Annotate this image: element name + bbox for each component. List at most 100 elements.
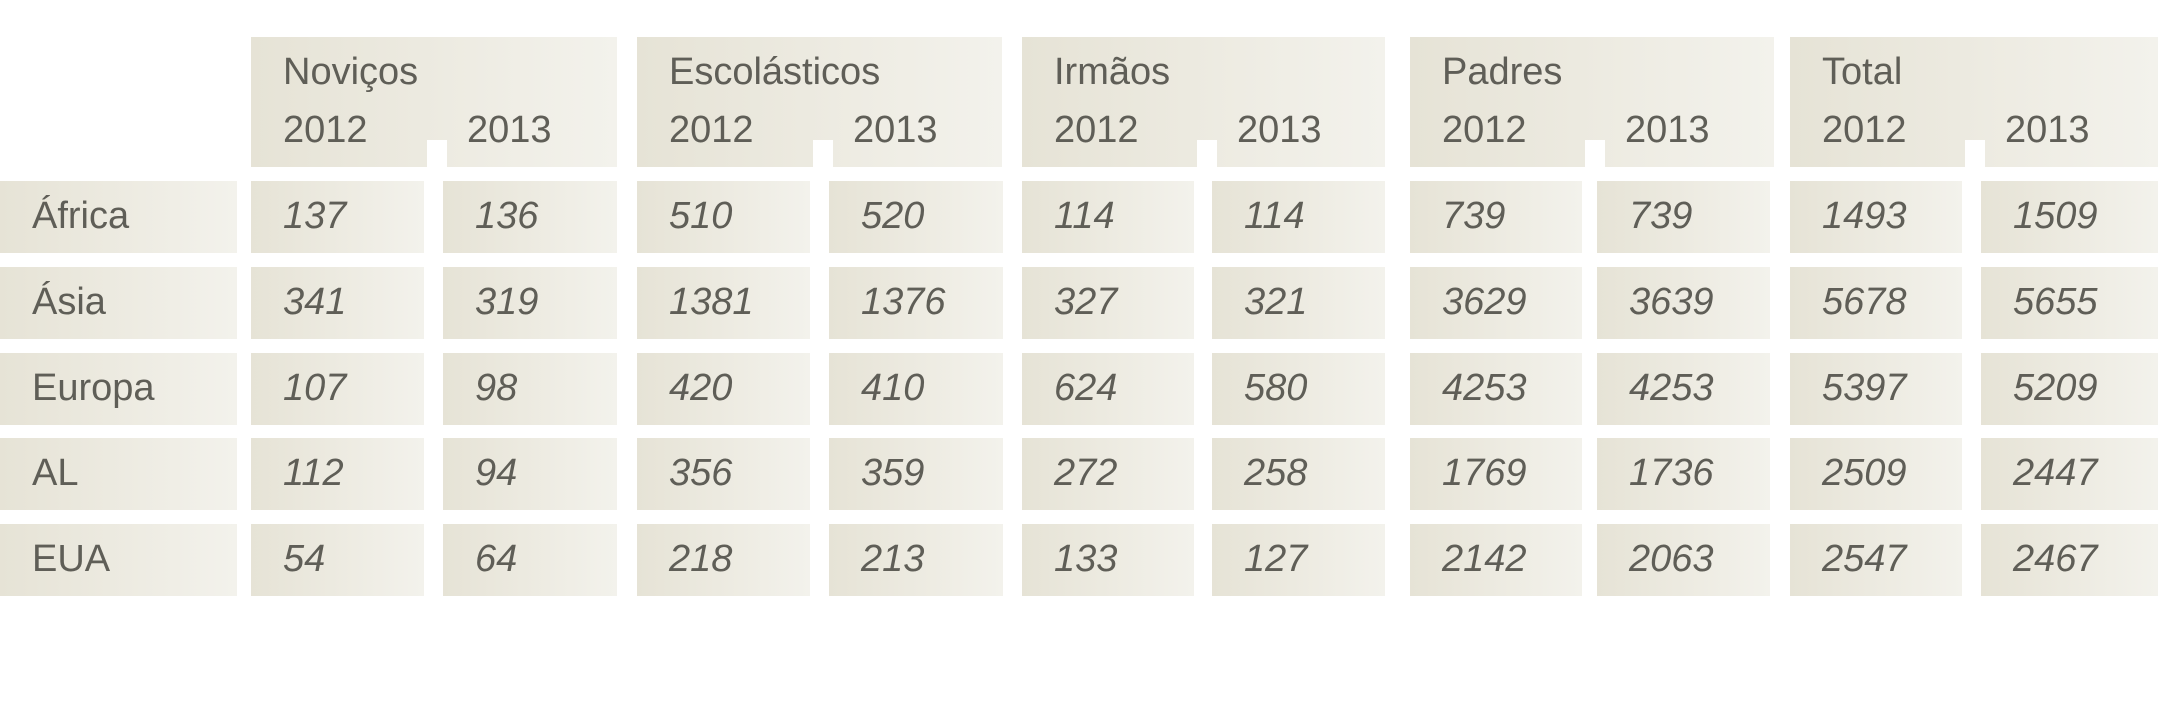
cell-value: 1769 (1442, 452, 1527, 494)
table-cell: 3639 (1597, 267, 1770, 339)
column-group-header: Irmãos 2012 2013 (1022, 37, 1385, 204)
table-cell: 2467 (1981, 524, 2158, 596)
table-cell: 359 (829, 438, 1003, 510)
year-header: 2012 (1054, 109, 1139, 151)
cell-value: 2547 (1822, 538, 1907, 580)
column-group-header: Escolásticos 2012 2013 (637, 37, 1002, 204)
cell-value: 321 (1244, 281, 1308, 323)
year-header: 2013 (467, 109, 552, 151)
table-cell: 5397 (1790, 353, 1962, 425)
table-cell: 580 (1212, 353, 1385, 425)
table-cell: 341 (251, 267, 424, 339)
cell-value: 4253 (1629, 367, 1714, 409)
column-group-label: Irmãos (1054, 51, 1171, 93)
table-cell: 5655 (1981, 267, 2158, 339)
cell-value: 64 (475, 538, 518, 580)
table-cell: 64 (443, 524, 617, 596)
cell-value: 258 (1244, 452, 1308, 494)
cell-value: 580 (1244, 367, 1308, 409)
cell-value: 133 (1054, 538, 1118, 580)
cell-value: 107 (283, 367, 347, 409)
cell-value: 136 (475, 195, 539, 237)
table-cell: 321 (1212, 267, 1385, 339)
table-cell: 510 (637, 181, 810, 253)
table-cell: 112 (251, 438, 424, 510)
subheader-divider (427, 140, 447, 204)
table-cell: 54 (251, 524, 424, 596)
cell-value: 2467 (2013, 538, 2098, 580)
table-cell: 4253 (1410, 353, 1582, 425)
cell-value: 127 (1244, 538, 1308, 580)
cell-value: 2063 (1629, 538, 1714, 580)
table-cell: 2063 (1597, 524, 1770, 596)
cell-value: 510 (669, 195, 733, 237)
year-header: 2012 (1822, 109, 1907, 151)
year-header: 2013 (2005, 109, 2090, 151)
cell-value: 1381 (669, 281, 754, 323)
cell-value: 359 (861, 452, 925, 494)
table-cell: 1376 (829, 267, 1003, 339)
cell-value: 1493 (1822, 195, 1907, 237)
table-cell: 4253 (1597, 353, 1770, 425)
table-cell: 213 (829, 524, 1003, 596)
cell-value: 327 (1054, 281, 1118, 323)
cell-value: 3639 (1629, 281, 1714, 323)
year-header: 2013 (853, 109, 938, 151)
cell-value: 2447 (2013, 452, 2098, 494)
table-cell: 98 (443, 353, 617, 425)
cell-value: 5397 (1822, 367, 1907, 409)
cell-value: 112 (283, 452, 344, 494)
table-cell: 319 (443, 267, 617, 339)
table-cell: 114 (1022, 181, 1194, 253)
year-header: 2012 (1442, 109, 1527, 151)
table-cell: 136 (443, 181, 617, 253)
region-name: AL (32, 452, 79, 494)
table-cell: 739 (1410, 181, 1582, 253)
table-cell: 1493 (1790, 181, 1962, 253)
cell-value: 272 (1054, 452, 1118, 494)
cell-value: 3629 (1442, 281, 1527, 323)
table-cell: 107 (251, 353, 424, 425)
table-cell: 258 (1212, 438, 1385, 510)
table-cell: 520 (829, 181, 1003, 253)
cell-value: 1509 (2013, 195, 2098, 237)
table-cell: 2509 (1790, 438, 1962, 510)
table-cell: 218 (637, 524, 810, 596)
table-cell: 410 (829, 353, 1003, 425)
table-cell: 2547 (1790, 524, 1962, 596)
row-label: AL (0, 438, 237, 510)
table-cell: 133 (1022, 524, 1194, 596)
table-cell: 5678 (1790, 267, 1962, 339)
row-label: EUA (0, 524, 237, 596)
cell-value: 2509 (1822, 452, 1907, 494)
table-cell: 327 (1022, 267, 1194, 339)
table-cell: 2447 (1981, 438, 2158, 510)
subheader-divider (813, 140, 833, 204)
cell-value: 114 (1244, 195, 1305, 237)
table-cell: 1509 (1981, 181, 2158, 253)
cell-value: 94 (475, 452, 518, 494)
cell-value: 420 (669, 367, 733, 409)
cell-value: 5655 (2013, 281, 2098, 323)
table-cell: 1736 (1597, 438, 1770, 510)
cell-value: 5209 (2013, 367, 2098, 409)
cell-value: 319 (475, 281, 539, 323)
year-header: 2013 (1625, 109, 1710, 151)
cell-value: 5678 (1822, 281, 1907, 323)
cell-value: 356 (669, 452, 733, 494)
column-group-label: Total (1822, 51, 1903, 93)
table-cell: 624 (1022, 353, 1194, 425)
column-group-label: Noviços (283, 51, 419, 93)
cell-value: 410 (861, 367, 925, 409)
column-group-label: Escolásticos (669, 51, 881, 93)
column-group-header: Total 2012 2013 (1790, 37, 2158, 204)
table-cell: 356 (637, 438, 810, 510)
region-name: Ásia (32, 281, 106, 323)
table-cell: 2142 (1410, 524, 1582, 596)
cell-value: 54 (283, 538, 326, 580)
table-cell: 94 (443, 438, 617, 510)
cell-value: 2142 (1442, 538, 1527, 580)
table-cell: 1769 (1410, 438, 1582, 510)
cell-value: 218 (669, 538, 733, 580)
year-header: 2012 (669, 109, 754, 151)
